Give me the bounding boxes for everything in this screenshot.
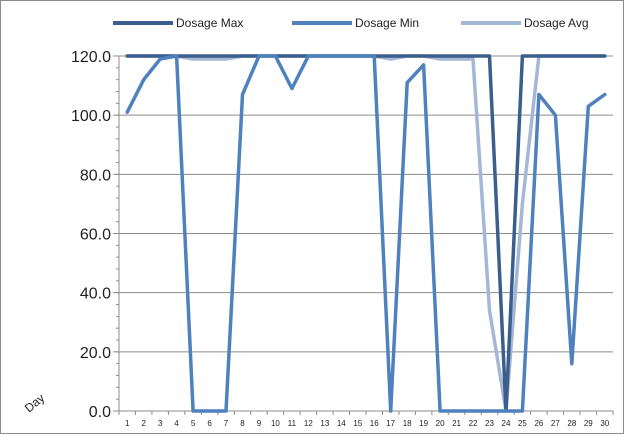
x-tick-label: 28 <box>567 419 576 428</box>
series-line-dosage-min <box>125 54 607 413</box>
series-lines <box>125 54 607 413</box>
x-tick-label: 25 <box>518 419 527 428</box>
y-tick-label: 80.0 <box>80 167 111 184</box>
x-tick-label: 7 <box>224 419 229 428</box>
x-tick-label: 6 <box>207 419 212 428</box>
x-tick-label: 2 <box>141 419 146 428</box>
x-tick-label: 29 <box>584 419 593 428</box>
x-tick-label: 12 <box>304 419 313 428</box>
y-tick-label: 0.0 <box>89 404 111 421</box>
y-tick-label: 20.0 <box>80 345 111 362</box>
x-tick-label: 21 <box>452 419 461 428</box>
x-tick-label: 18 <box>403 419 412 428</box>
legend-label: Dosage Max <box>176 16 243 30</box>
x-tick-label: 16 <box>370 419 379 428</box>
x-tick-label: 15 <box>353 419 362 428</box>
x-tick-label: 20 <box>436 419 445 428</box>
x-tick-label: 8 <box>240 419 245 428</box>
x-tick-label: 4 <box>174 419 179 428</box>
y-tick-label: 120.0 <box>71 49 111 66</box>
x-tick-label: 13 <box>320 419 329 428</box>
y-tick-label: 60.0 <box>80 227 111 244</box>
x-tick-label: 30 <box>600 419 609 428</box>
x-tick-label: 23 <box>485 419 494 428</box>
x-tick-label: 10 <box>271 419 280 428</box>
x-tick-label: 5 <box>191 419 196 428</box>
legend-label: Dosage Avg <box>524 16 589 30</box>
x-tick-label: 27 <box>551 419 560 428</box>
legend-label: Dosage Min <box>355 16 419 30</box>
x-tick-label: 19 <box>419 419 428 428</box>
x-tick-label: 26 <box>534 419 543 428</box>
y-tick-label: 40.0 <box>80 286 111 303</box>
x-tick-label: 22 <box>469 419 478 428</box>
x-tick-label: 1 <box>125 419 130 428</box>
x-axis-label: Day <box>22 391 47 415</box>
y-tick-label: 100.0 <box>71 108 111 125</box>
x-tick-label: 11 <box>288 419 297 428</box>
x-tick-label: 14 <box>337 419 346 428</box>
legend: Dosage Max Dosage Min Dosage Avg <box>113 16 589 30</box>
x-tick-label: 17 <box>386 419 395 428</box>
x-tick-label: 9 <box>257 419 262 428</box>
x-tick-label: 3 <box>158 419 163 428</box>
x-tick-label: 24 <box>502 419 511 428</box>
